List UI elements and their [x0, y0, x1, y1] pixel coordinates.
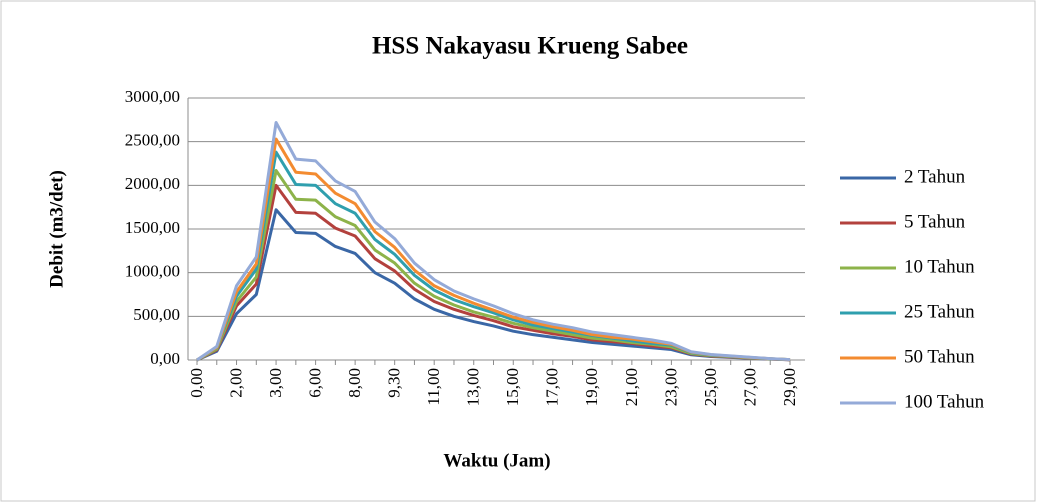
legend-label: 10 Tahun [904, 256, 975, 277]
legend-label: 2 Tahun [904, 166, 966, 187]
x-tick-label: 11,00 [424, 368, 443, 406]
x-tick-label: 0,00 [187, 368, 206, 398]
y-axis-title: Debit (m3/det) [46, 170, 67, 288]
legend-label: 5 Tahun [904, 211, 966, 232]
legend-label: 50 Tahun [904, 346, 975, 367]
x-tick-label: 23,00 [661, 368, 680, 406]
series-line [196, 120, 791, 362]
y-tick-label: 0,00 [150, 349, 180, 368]
y-tick-label: 3000,00 [125, 87, 180, 106]
x-tick-label: 17,00 [543, 368, 562, 406]
x-tick-label: 6,00 [306, 368, 325, 398]
x-tick-label: 27,00 [740, 368, 759, 406]
x-tick-label: 3,00 [266, 368, 285, 398]
y-tick-label: 1000,00 [125, 262, 180, 281]
x-tick-label: 8,00 [345, 368, 364, 398]
legend-label: 25 Tahun [904, 301, 975, 322]
y-tick-label: 1500,00 [125, 218, 180, 237]
x-tick-label: 9,30 [385, 368, 404, 398]
x-tick-label: 19,00 [582, 368, 601, 406]
x-axis-title: Waktu (Jam) [443, 450, 550, 471]
y-tick-label: 500,00 [133, 305, 180, 324]
y-tick-label: 2000,00 [125, 174, 180, 193]
x-tick-label: 29,00 [780, 368, 799, 406]
legend-label: 100 Tahun [904, 391, 985, 412]
x-tick-label: 21,00 [622, 368, 641, 406]
chart-title: HSS Nakayasu Krueng Sabee [372, 33, 688, 60]
y-tick-label: 2500,00 [125, 131, 180, 150]
x-tick-label: 25,00 [701, 368, 720, 406]
x-tick-label: 2,00 [226, 368, 245, 398]
x-tick-label: 15,00 [503, 368, 522, 406]
x-tick-label: 13,00 [464, 368, 483, 406]
